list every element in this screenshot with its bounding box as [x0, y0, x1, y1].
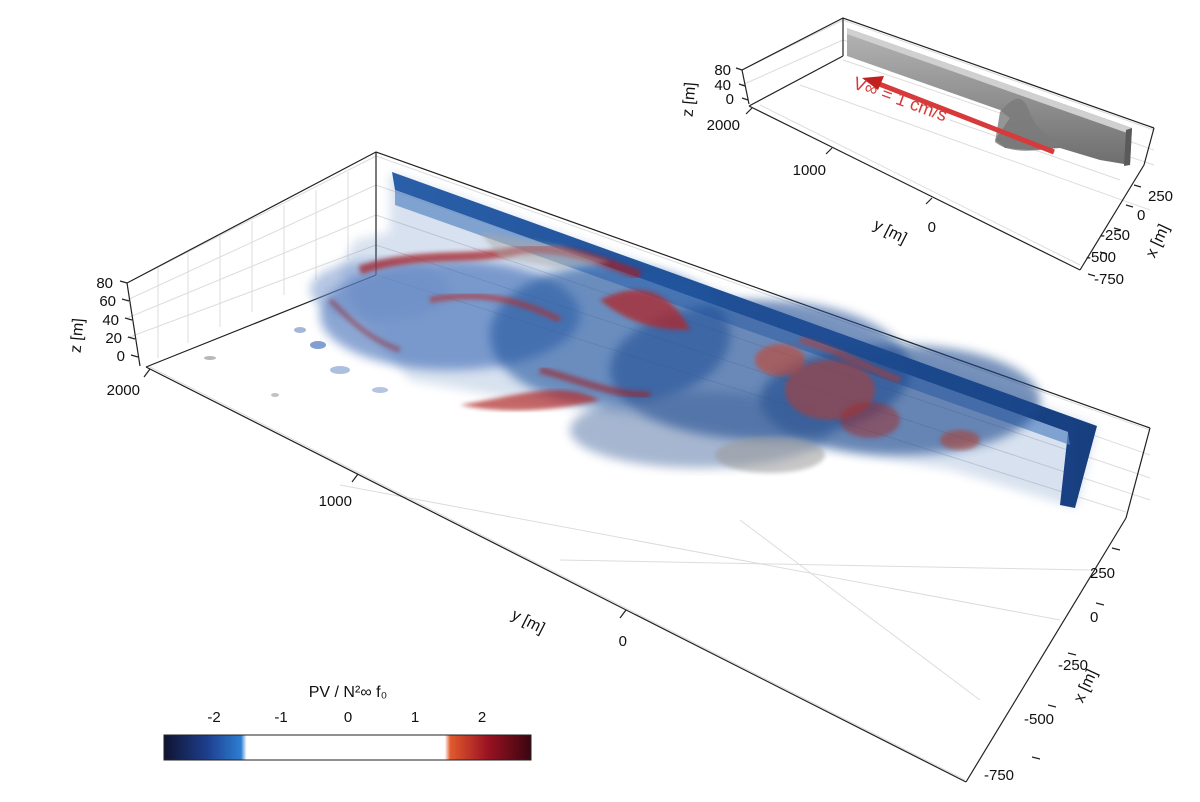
inset-z-tick: 0 [726, 91, 734, 108]
inset-z-axis-line [741, 69, 750, 105]
inset-x-tick: 250 [1148, 188, 1173, 205]
inset-x-tick: 0 [1137, 207, 1145, 224]
inset-z-tick: 40 [714, 77, 731, 94]
main-x-tick: -750 [984, 767, 1014, 784]
main-z-tick: 0 [117, 348, 125, 365]
main-z-axis-label: z [m] [68, 318, 88, 354]
colorbar-gradient [163, 734, 532, 761]
inset-y-tick: 2000 [707, 117, 740, 134]
inset-plot: V∞ = 1 cm/s 80 40 0 z [m] 2000 1000 0 y … [680, 17, 1173, 288]
main-x-tick: -250 [1058, 657, 1088, 674]
main-x-tick: -500 [1024, 711, 1054, 728]
inset-x-ticks: 250 0 -250 -500 -750 [1086, 184, 1173, 288]
inset-z-ticks: 80 40 0 [714, 62, 749, 108]
inset-y-ticks: 2000 1000 0 [707, 107, 936, 236]
main-z-tick: 80 [96, 275, 113, 292]
inset-y-axis-label: y [m] [871, 217, 910, 248]
main-plot: 80 60 40 20 0 z [m] 2000 1000 0 y [m] 25… [68, 151, 1151, 784]
colorbar-tick: 0 [344, 709, 352, 726]
colorbar-label: PV / N²∞ f₀ [309, 684, 388, 701]
main-y-tick: 1000 [319, 493, 352, 510]
inset-z-tick: 80 [714, 62, 731, 79]
inset-x-tick: -250 [1100, 227, 1130, 244]
main-x-ticks: 250 0 -250 -500 -750 [984, 547, 1121, 784]
flow-arrow [862, 76, 1055, 155]
colorbar-tick: 2 [478, 709, 486, 726]
main-z-tick: 40 [102, 312, 119, 329]
main-y-tick: 2000 [107, 382, 140, 399]
main-y-axis-label: y [m] [509, 607, 548, 638]
pv-volume-render [204, 172, 1097, 508]
main-x-tick: 0 [1090, 609, 1098, 626]
main-y-axis-line [145, 366, 967, 783]
main-y-ticks: 2000 1000 0 [107, 368, 627, 650]
inset-x-axis-line [1079, 164, 1145, 271]
main-z-tick: 60 [99, 293, 116, 310]
inset-z-axis-label: z [m] [680, 82, 700, 118]
inset-y-tick: 0 [928, 219, 936, 236]
main-y-tick: 0 [619, 633, 627, 650]
main-z-ticks: 80 60 40 20 0 [96, 275, 139, 365]
main-x-tick: 250 [1090, 565, 1115, 582]
main-z-axis-line [126, 282, 141, 367]
main-z-tick: 20 [105, 330, 122, 347]
colorbar-tick: 1 [411, 709, 419, 726]
inset-x-tick: -750 [1094, 271, 1124, 288]
inset-y-tick: 1000 [793, 162, 826, 179]
colorbar-tick: -2 [207, 709, 220, 726]
inset-x-tick: -500 [1086, 249, 1116, 266]
main-x-axis-line [965, 517, 1127, 783]
inset-x-axis-label: x [m] [1143, 222, 1173, 261]
inset-y-axis-line [748, 105, 1081, 271]
colorbar: PV / N²∞ f₀ -2 -1 0 1 2 [163, 684, 532, 761]
colorbar-tick: -1 [274, 709, 287, 726]
